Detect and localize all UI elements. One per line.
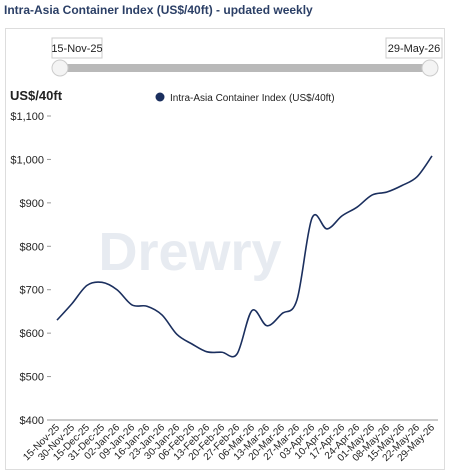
page-title: Intra-Asia Container Index (US$/40ft) - … <box>4 3 313 17</box>
y-tick-label: $500 <box>20 372 44 384</box>
slider-start-box <box>51 37 103 59</box>
line <box>56 155 433 358</box>
slider-handle-end[interactable] <box>421 59 439 77</box>
legend-label: Intra-Asia Container Index (US$/40ft) <box>170 93 335 104</box>
slider-end-box <box>385 37 443 59</box>
slider-track[interactable] <box>60 64 430 72</box>
y-tick-label: $800 <box>20 241 44 253</box>
y-tick-label: $1,000 <box>10 154 44 166</box>
y-tick-label: $400 <box>20 415 44 427</box>
y-tick-label: $600 <box>20 328 44 340</box>
y-tick-label: $700 <box>20 285 44 297</box>
watermark: Drewry <box>98 222 281 282</box>
panel <box>5 28 445 470</box>
y-tick-label: $1,100 <box>10 111 44 123</box>
slider-handle-start[interactable] <box>51 59 69 77</box>
slider-start-label: 15-Nov-25 <box>51 43 102 55</box>
slider-end-label: 29-May-26 <box>388 43 441 55</box>
legend-marker <box>155 92 165 102</box>
y-axis-label: US$/40ft <box>10 88 63 103</box>
y-tick-label: $900 <box>20 198 44 210</box>
